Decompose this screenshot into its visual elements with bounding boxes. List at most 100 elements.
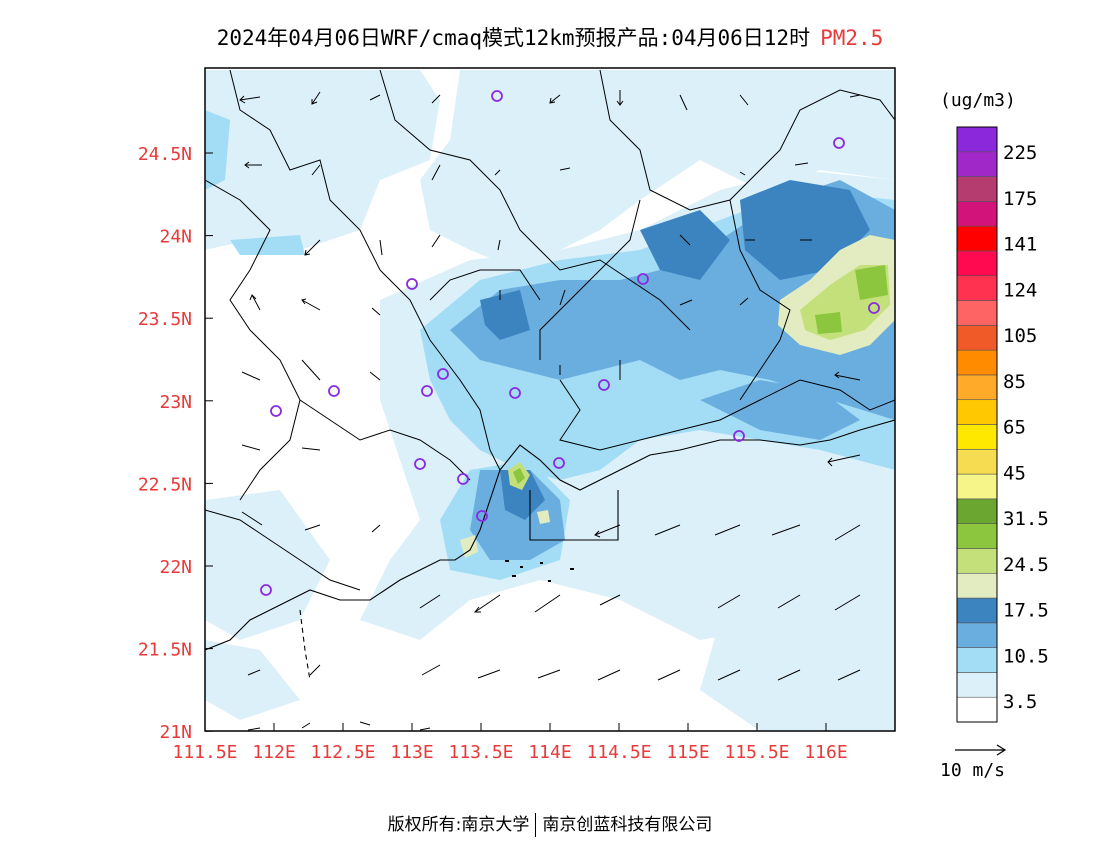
station-marker — [260, 584, 272, 596]
colorbar-border — [956, 126, 998, 723]
coastline-line — [205, 419, 895, 651]
field-light-nw — [205, 70, 440, 250]
boundary-line-4 — [539, 199, 641, 360]
wind-arrow — [616, 90, 624, 106]
wind-arrow — [249, 294, 261, 311]
wind-arrow — [679, 234, 691, 246]
wind-arrow — [304, 239, 321, 256]
wind-arrow — [714, 524, 741, 536]
field-deep-1 — [480, 290, 530, 340]
wind-arrow — [241, 371, 261, 381]
colorbar-swatch — [956, 126, 998, 153]
wind-arrow — [371, 307, 381, 316]
lat-tick-label: 21N — [159, 722, 192, 743]
wind-arrow — [431, 234, 441, 248]
wind-arrow — [654, 524, 681, 536]
station-marker — [328, 385, 340, 397]
colorbar-swatch — [956, 225, 998, 252]
wind-arrow — [717, 594, 741, 609]
station-marker — [509, 387, 521, 399]
lat-tick-label: 23N — [159, 392, 192, 413]
lon-tick-label: 111.5E — [172, 742, 237, 763]
boundary-line-5 — [729, 199, 791, 401]
wind-arrow — [301, 447, 321, 451]
colorbar-swatch — [956, 250, 998, 277]
lat-tick-label: 24N — [159, 227, 192, 248]
wind-arrow — [359, 721, 371, 726]
boundary-line-10 — [429, 269, 541, 301]
footer-separator — [535, 813, 537, 837]
colorbar-swatch — [956, 374, 998, 401]
lon-tick-label: 112.5E — [310, 742, 375, 763]
field-light-s — [205, 640, 300, 720]
field-deep-2 — [640, 210, 730, 280]
wind-arrow — [494, 169, 501, 176]
wind-arrow — [244, 161, 262, 169]
lon-tick-label: 116E — [804, 742, 847, 763]
copyright-footer: 版权所有:南京大学 南京创蓝科技有限公司 — [0, 810, 1100, 837]
wind-arrow — [369, 371, 381, 381]
wind-arrow — [834, 524, 861, 541]
islands — [505, 560, 574, 582]
wind-reference-label: 10 m/s — [940, 760, 1006, 781]
hk-boundary — [529, 490, 619, 541]
station-marker — [637, 273, 649, 285]
wind-arrow — [301, 359, 321, 381]
colorbar-swatch — [956, 597, 998, 624]
lat-tick-label: 21.5N — [138, 640, 192, 661]
wind-arrow — [421, 664, 441, 676]
station-marker — [553, 457, 565, 469]
boundary-line-9 — [559, 379, 895, 451]
field-bright-green-sz — [513, 468, 525, 484]
field-mid-small — [230, 235, 305, 255]
field-bright-green-ne2 — [815, 312, 842, 334]
field-mid-w — [205, 110, 230, 190]
colorbar-swatch — [956, 622, 998, 648]
wind-arrow — [309, 664, 321, 676]
title-main: 2024年04月06日WRF/cmaq模式12km预报产品:04月06日12时 — [216, 26, 811, 50]
colorbar-swatch — [956, 275, 998, 301]
island-boundary — [299, 609, 311, 681]
footer-right: 南京创蓝科技有限公司 — [542, 815, 713, 835]
lat-tick-label: 22.5N — [138, 474, 192, 495]
lon-tick-label: 113.5E — [448, 742, 513, 763]
wind-arrow — [849, 94, 861, 98]
wind-arrow — [473, 594, 501, 613]
colorbar-swatch — [956, 349, 998, 376]
island — [505, 560, 509, 562]
wind-arrow — [534, 594, 561, 613]
station-marker — [598, 379, 610, 391]
wind-arrow — [304, 524, 321, 531]
colorbar-label: 141 — [1003, 234, 1037, 256]
colorbar-swatch — [956, 523, 998, 549]
wind-arrow — [594, 524, 621, 538]
colorbar-swatch — [956, 498, 998, 524]
latitude-axis: 24.5N 24N 23.5N 23N 22.5N 22N 21.5N 21N — [138, 144, 213, 743]
island — [570, 568, 574, 570]
colorbar-label: 85 — [1003, 371, 1026, 393]
colorbar-swatch — [956, 647, 998, 673]
wind-arrow — [739, 297, 749, 306]
field-dark-east — [700, 380, 860, 440]
wind-arrow — [419, 727, 431, 731]
island — [548, 580, 551, 582]
lat-tick-label: 22N — [159, 557, 192, 578]
boundary-line-6 — [205, 179, 301, 501]
wind-arrow — [301, 298, 321, 311]
colorbar-swatch — [956, 548, 998, 574]
wind-arrow — [679, 299, 693, 306]
colorbar-swatch — [956, 176, 998, 202]
colorbar-swatch — [956, 572, 998, 599]
boundary-line-7 — [299, 399, 471, 481]
field-pale-green-hk — [537, 510, 550, 524]
colorbar-label: 45 — [1003, 462, 1026, 484]
wind-arrow — [597, 669, 621, 681]
wind-arrow — [419, 594, 441, 609]
wind-arrow — [717, 669, 741, 681]
lon-tick-label: 115.5E — [724, 742, 789, 763]
field-pale-green-mo — [460, 535, 478, 558]
colorbar-swatch — [956, 300, 998, 326]
station-marker — [414, 458, 426, 470]
island — [512, 575, 516, 577]
wind-arrow — [537, 669, 561, 679]
